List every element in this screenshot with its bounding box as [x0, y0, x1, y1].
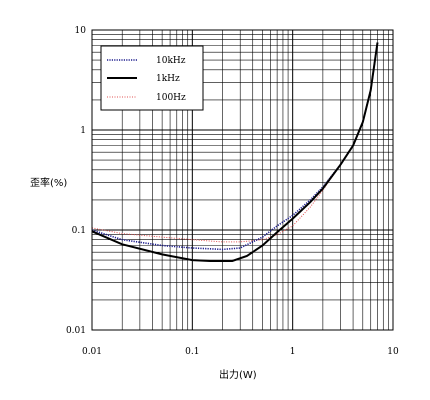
x-tick-label: 10 — [387, 347, 399, 357]
y-tick-label: 0.01 — [66, 326, 86, 336]
y-axis-label: 歪率(%) — [30, 176, 67, 189]
legend-label-1khz: 1kHz — [156, 74, 180, 84]
x-axis-label: 出力(W) — [219, 368, 257, 381]
y-tick-label: 1 — [80, 126, 86, 136]
series-layer — [91, 42, 379, 262]
legend: 10kHz 1kHz 100Hz — [100, 45, 204, 111]
x-tick-label: 0.1 — [185, 347, 199, 357]
legend-label-100hz: 100Hz — [156, 93, 186, 103]
y-tick-label: 10 — [75, 26, 87, 36]
series-line-1khz — [91, 42, 379, 262]
x-tick-label: 0.01 — [82, 347, 102, 357]
legend-label-10khz: 10kHz — [156, 56, 186, 66]
plot-frame — [91, 29, 394, 331]
y-tick-label: 0.1 — [72, 226, 86, 236]
legend-box — [100, 45, 204, 111]
x-tick-label: 1 — [290, 347, 296, 357]
tick-labels: 0.01 0.1 1 10 10 1 0.1 0.01 — [66, 26, 399, 357]
